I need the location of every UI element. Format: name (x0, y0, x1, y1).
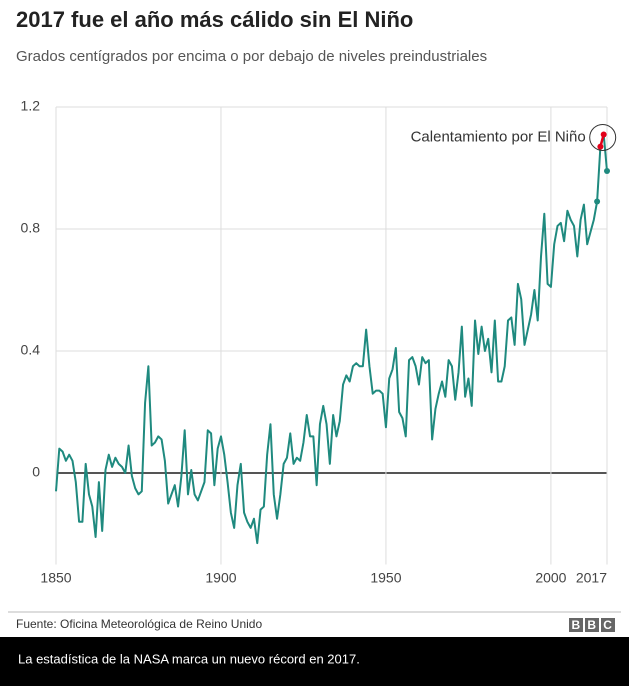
line (55, 133, 608, 545)
source: Fuente: Oficina Meteorológica de Reino U… (16, 617, 262, 631)
x-tick-label: 2017 (576, 570, 607, 586)
logo-box (569, 618, 583, 632)
y-tick-label: 0 (32, 464, 40, 480)
point (604, 168, 610, 175)
point (594, 198, 601, 205)
annotation-circle (589, 123, 617, 151)
y-tick-label: 0.4 (21, 342, 41, 358)
y-tick-label: 1.2 (21, 98, 41, 114)
x-tick-label: 1950 (370, 570, 401, 586)
logo-box (585, 618, 599, 632)
x-tick-label: 2000 (535, 570, 566, 586)
logo-text: BBC (572, 618, 620, 632)
x-tick-label: 1900 (205, 570, 236, 586)
point (600, 131, 607, 138)
x-tick-label: 1850 (40, 570, 71, 586)
chart-subtitle: Grados centígrados por encima o por deba… (16, 48, 487, 65)
logo: BBC (569, 618, 620, 632)
point (597, 143, 604, 150)
caption: La estadística de la NASA marca un nuevo… (18, 651, 360, 666)
caption-band (0, 637, 629, 686)
chart-title: 2017 fue el año más cálido sin El Niño (16, 7, 413, 32)
logo-box (601, 618, 615, 632)
annotation: Calentamiento por El Niño (411, 128, 586, 145)
y-tick-label: 0.8 (21, 220, 41, 236)
